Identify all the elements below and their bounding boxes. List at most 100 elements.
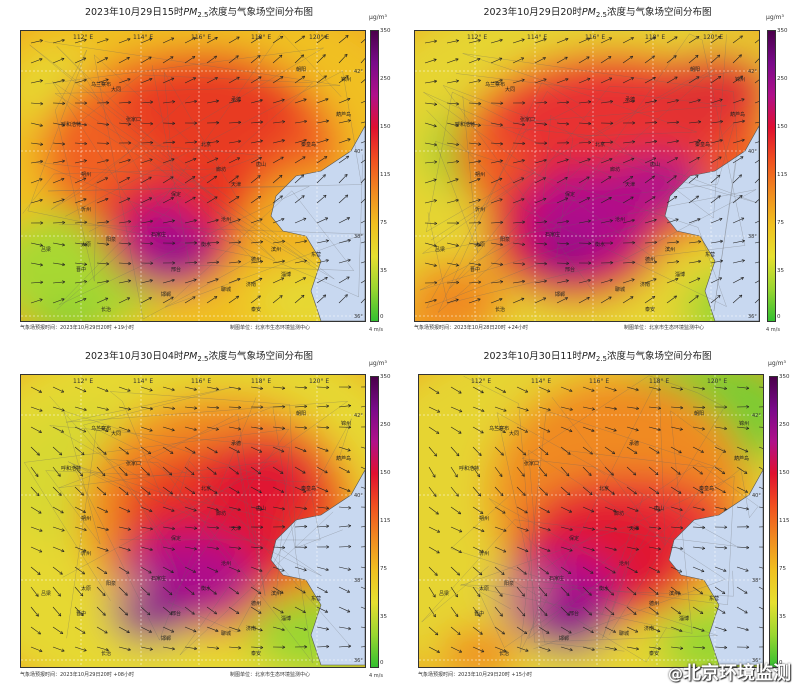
city-label: 天津	[231, 525, 241, 532]
city-label: 乌兰察布	[489, 425, 509, 432]
watermark: @北京环境监测	[668, 659, 791, 685]
producer: 制图单位：北京市生态环境监测中心	[230, 324, 310, 331]
city-label: 朝阳	[296, 66, 306, 73]
city-label: 张家口	[126, 116, 141, 123]
colorbar-tick: 0	[777, 314, 781, 320]
city-label: 晋中	[470, 266, 480, 273]
city-label: 滨州	[669, 590, 679, 597]
city-label: 承德	[231, 440, 241, 447]
city-label: 呼和浩特	[459, 465, 479, 472]
city-label: 葫芦岛	[336, 111, 351, 118]
forecast-time: 气象场预报时间：2023年10月29日20时 +15小时	[418, 671, 532, 678]
colorbar-tick: 150	[777, 124, 788, 130]
city-label: 承德	[231, 96, 241, 103]
colorbar-unit: μg/m³	[768, 360, 786, 367]
map-panel-3: 2023年10月30日04时PM2.5浓度与气象场空间分布图 乌兰察布 呼和浩特张…	[0, 344, 398, 689]
longitude-label: 114° E	[133, 378, 153, 385]
city-label: 北京	[599, 485, 609, 492]
city-label: 保定	[171, 191, 181, 198]
longitude-label: 118° E	[645, 34, 665, 41]
city-label: 济南	[246, 281, 256, 288]
city-label: 济南	[246, 625, 256, 632]
city-label: 沧州	[221, 216, 231, 223]
longitude-label: 112° E	[471, 378, 491, 385]
producer: 制图单位：北京市生态环境监测中心	[624, 324, 704, 331]
colorbar-tick: 115	[380, 518, 391, 524]
latitude-label: 42° N	[354, 69, 365, 75]
city-label: 忻州	[81, 550, 91, 557]
map-panel-2: 2023年10月29日20时PM2.5浓度与气象场空间分布图 乌兰察布 呼和浩特张…	[398, 0, 797, 344]
colorbar: μg/m³ 350 250 150 115 75 35 0 4 m/s	[764, 14, 794, 334]
city-label: 晋中	[76, 266, 86, 273]
pm25-map: 乌兰察布 呼和浩特 张家口 承德 北京 唐山 秦皇岛 天津 保定 廊坊 沧州 石家庄 衡水 邢台 邯郸 太原吕…	[414, 30, 760, 322]
city-label: 北京	[595, 141, 605, 148]
city-label: 泰安	[251, 306, 261, 313]
latitude-label: 36° N	[354, 658, 365, 664]
panel-title: 2023年10月29日20时PM2.5浓度与气象场空间分布图	[398, 4, 797, 20]
city-label: 石家庄	[545, 231, 560, 238]
city-label: 长治	[495, 306, 505, 313]
city-label: 沧州	[619, 560, 629, 567]
city-label: 唐山	[654, 505, 664, 512]
colorbar-tick: 250	[380, 76, 391, 82]
city-label: 天津	[629, 525, 639, 532]
city-label: 乌兰察布	[91, 425, 111, 432]
longitude-label: 116° E	[585, 34, 605, 41]
city-label: 秦皇岛	[301, 485, 316, 492]
city-label: 葫芦岛	[734, 455, 749, 462]
latitude-label: 42° N	[752, 413, 763, 419]
city-label: 忻州	[475, 206, 485, 213]
longitude-label: 112° E	[73, 34, 93, 41]
city-label: 阳泉	[500, 236, 510, 243]
city-label: 阳泉	[106, 580, 116, 587]
city-label: 沧州	[615, 216, 625, 223]
city-label: 淄博	[281, 271, 291, 278]
city-label: 邢台	[171, 610, 181, 617]
colorbar-tick: 350	[380, 374, 391, 380]
city-label: 邯郸	[555, 291, 565, 298]
city-label: 乌兰察布	[91, 81, 111, 88]
city-label: 邯郸	[161, 635, 171, 642]
city-label: 长治	[101, 306, 111, 313]
city-label: 廊坊	[216, 510, 226, 517]
longitude-label: 118° E	[251, 378, 271, 385]
city-label: 滨州	[271, 246, 281, 253]
forecast-time: 气象场预报时间：2023年10月28日20时 +24小时	[414, 324, 528, 331]
city-label: 邯郸	[161, 291, 171, 298]
wind-scale: 4 m/s	[369, 327, 383, 333]
panel-title: 2023年10月29日15时PM2.5浓度与气象场空间分布图	[0, 4, 398, 20]
longitude-label: 120° E	[707, 378, 727, 385]
city-label: 唐山	[256, 161, 266, 168]
colorbar-tick: 0	[380, 314, 384, 320]
city-label: 晋中	[76, 610, 86, 617]
city-label: 锦州	[341, 76, 351, 83]
city-label: 泰安	[649, 650, 659, 657]
colorbar-tick: 150	[779, 470, 790, 476]
colorbar-tick: 75	[380, 566, 387, 572]
city-label: 朔州	[475, 171, 485, 178]
colorbar: μg/m³ 350 250 150 115 75 35 0 4 m/s	[367, 14, 397, 334]
latitude-label: 40° N	[354, 493, 365, 499]
colorbar-tick: 350	[777, 28, 788, 34]
colorbar-gradient	[767, 30, 776, 322]
colorbar-tick: 150	[380, 124, 391, 130]
city-label: 秦皇岛	[699, 485, 714, 492]
city-label: 淄博	[281, 615, 291, 622]
colorbar-unit: μg/m³	[369, 14, 387, 21]
city-label: 天津	[231, 181, 241, 188]
city-label: 朝阳	[690, 66, 700, 73]
city-label: 朔州	[81, 515, 91, 522]
city-label: 石家庄	[151, 575, 166, 582]
city-label: 聊城	[221, 286, 231, 293]
city-label: 乌兰察布	[485, 81, 505, 88]
city-label: 邯郸	[559, 635, 569, 642]
longitude-label: 116° E	[589, 378, 609, 385]
city-label: 石家庄	[151, 231, 166, 238]
city-label: 廊坊	[610, 166, 620, 173]
colorbar-gradient	[370, 376, 379, 668]
colorbar-tick: 350	[779, 374, 790, 380]
city-label: 德州	[645, 256, 655, 263]
pollution-area	[519, 580, 539, 600]
city-label: 淄博	[679, 615, 689, 622]
city-label: 石家庄	[549, 575, 564, 582]
